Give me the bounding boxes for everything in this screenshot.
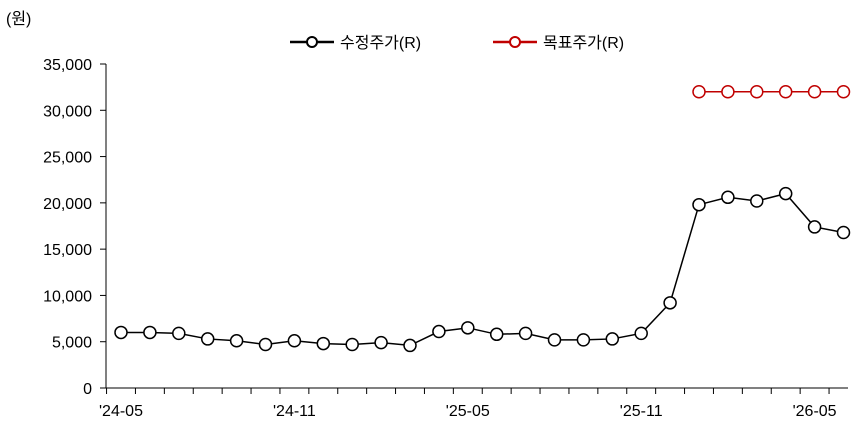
x-axis-ticks: '24-05 '24-11 '25-05 '25-11 '26-05 [99, 388, 837, 420]
data-point-target-price [778, 85, 793, 99]
data-point-adjusted-price [836, 225, 851, 240]
data-point-adjusted-price [576, 333, 591, 347]
legend-item-adjusted-price: 수정주가(R) [290, 34, 421, 52]
data-point-adjusted-price [374, 335, 388, 350]
legend-label-adjusted-price: 수정주가(R) [340, 34, 421, 52]
data-point-adjusted-price [258, 337, 273, 352]
y-tick-label: 0 [83, 381, 92, 398]
x-tick-label: '24-05 [99, 403, 143, 420]
legend-marker-target-price [509, 36, 521, 48]
data-point-adjusted-price [634, 326, 648, 341]
y-tick-label: 5,000 [52, 335, 92, 352]
data-point-target-price [807, 85, 822, 99]
legend-label-target-price: 목표주가(R) [543, 34, 624, 52]
data-point-adjusted-price [143, 325, 157, 340]
x-tick-label: '25-05 [446, 403, 490, 420]
data-point-adjusted-price [345, 337, 359, 352]
data-point-adjusted-price [172, 326, 186, 341]
legend-item-target-price: 목표주가(R) [493, 34, 624, 52]
y-tick-label: 20,000 [43, 196, 92, 213]
series-layer [114, 85, 851, 353]
data-point-target-price [750, 85, 764, 99]
data-point-adjusted-price [200, 332, 215, 346]
y-tick-label: 30,000 [43, 103, 92, 120]
y-tick-label: 35,000 [43, 57, 92, 74]
data-point-adjusted-price [605, 332, 620, 346]
data-point-adjusted-price [229, 334, 244, 348]
data-point-adjusted-price [750, 194, 764, 208]
data-point-adjusted-price [403, 338, 417, 353]
data-point-adjusted-price [547, 333, 562, 347]
series-line-adjusted-price [121, 192, 844, 347]
data-point-target-price [721, 85, 735, 99]
data-point-target-price [692, 85, 706, 99]
data-point-adjusted-price [114, 325, 128, 340]
x-tick-label: '25-11 [620, 403, 663, 420]
data-point-adjusted-price [692, 197, 706, 212]
data-point-adjusted-price [807, 220, 822, 234]
y-tick-label: 15,000 [43, 242, 92, 259]
data-point-adjusted-price [721, 190, 735, 205]
data-point-adjusted-price [518, 326, 533, 341]
legend: 수정주가(R) 목표주가(R) [290, 34, 624, 52]
y-axis-ticks: 0 5,000 10,000 15,000 20,000 25,000 30,000 35,0… [43, 57, 106, 398]
data-point-adjusted-price [432, 324, 446, 339]
legend-marker-adjusted-price [306, 36, 318, 48]
data-point-adjusted-price [316, 336, 331, 351]
y-tick-label: 10,000 [43, 288, 92, 305]
data-point-adjusted-price [663, 296, 677, 310]
data-point-adjusted-price [461, 321, 475, 335]
data-point-adjusted-price [778, 186, 793, 201]
data-point-adjusted-price [287, 334, 302, 348]
y-axis-unit-label: (원) [6, 10, 31, 28]
data-point-adjusted-price [489, 327, 504, 342]
x-tick-label: '26-05 [793, 403, 837, 420]
x-tick-label: '24-11 [273, 403, 316, 420]
y-tick-label: 25,000 [43, 150, 92, 167]
data-point-target-price [836, 85, 851, 99]
